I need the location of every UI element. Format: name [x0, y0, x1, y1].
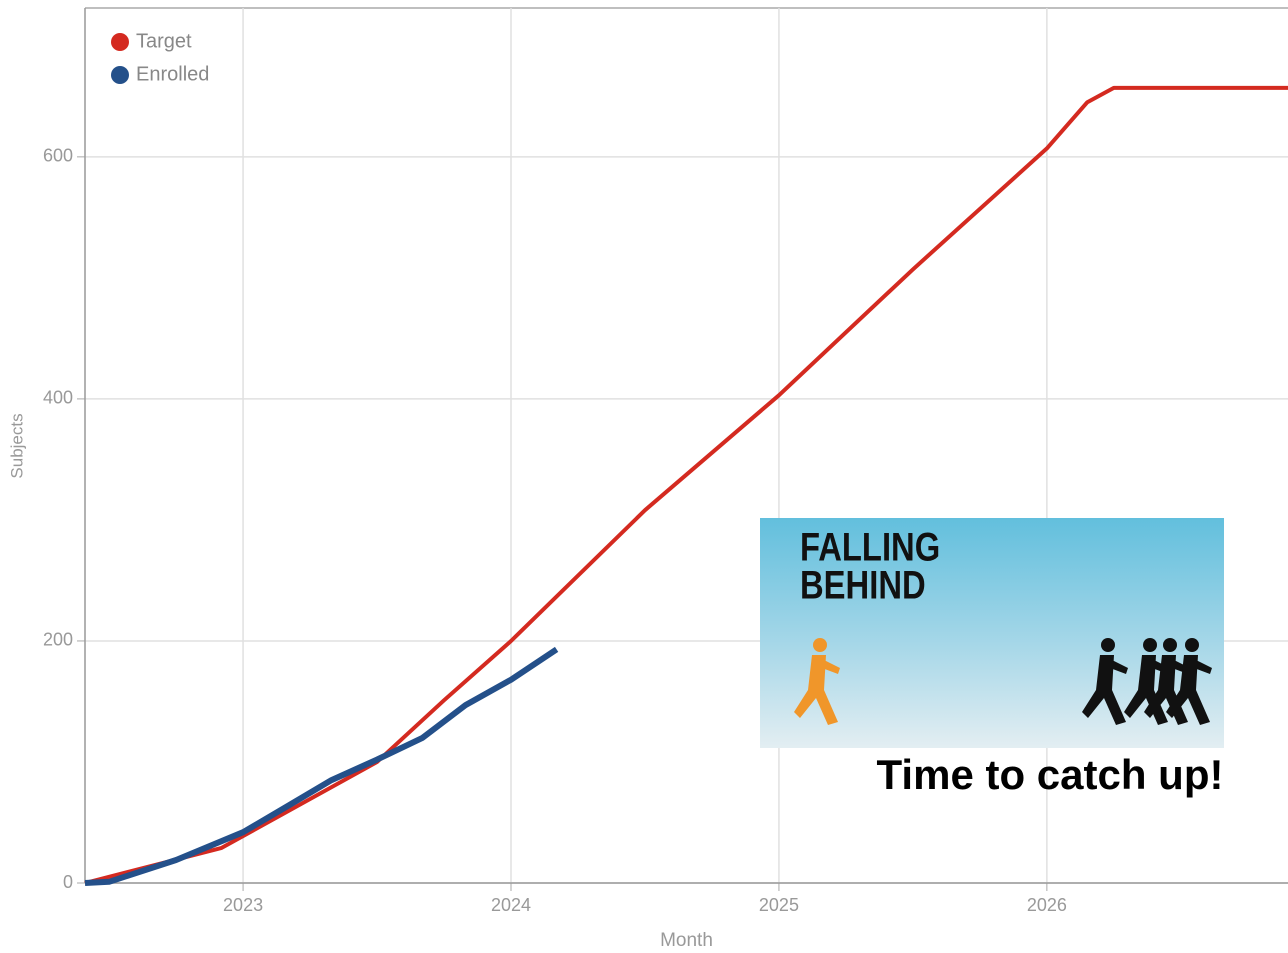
inset-title: BEHIND [800, 562, 926, 607]
legend-marker [111, 66, 129, 84]
runner-head [1101, 638, 1115, 652]
x-tick-label: 2025 [759, 895, 799, 915]
y-tick-label: 200 [43, 630, 73, 650]
x-tick-label: 2024 [491, 895, 531, 915]
x-tick-label: 2023 [223, 895, 263, 915]
y-tick-label: 0 [63, 872, 73, 892]
runner-head [1143, 638, 1157, 652]
x-axis-label: Month [660, 930, 713, 951]
caption: Time to catch up! [877, 751, 1224, 798]
runner-head [1163, 638, 1177, 652]
legend-marker [111, 33, 129, 51]
y-tick-label: 400 [43, 388, 73, 408]
x-tick-label: 2026 [1027, 895, 1067, 915]
runner-head [813, 638, 827, 652]
series-line [85, 649, 557, 883]
chart: 0 200 400 600 2023 2024 2025 2026 Month Subjects T… [0, 0, 1288, 953]
legend-label: Target [136, 30, 192, 52]
y-axis-label: Subjects [7, 413, 26, 478]
page: 0 200 400 600 2023 2024 2025 2026 Month Subjects T… [0, 0, 1288, 953]
legend-label: Enrolled [136, 63, 209, 85]
runner-head [1185, 638, 1199, 652]
y-tick-label: 600 [43, 146, 73, 166]
